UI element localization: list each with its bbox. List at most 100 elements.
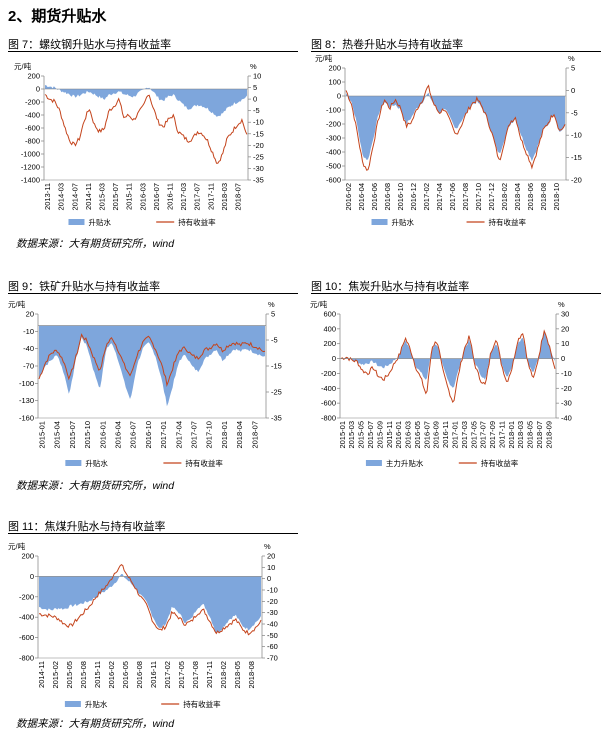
chart8-left-tick-label: -600 bbox=[326, 176, 341, 185]
chart8-x-tick-label: 2017-02 bbox=[422, 183, 431, 211]
chart8-x-tick-label: 2018-06 bbox=[526, 183, 535, 211]
chart10-yield-line bbox=[340, 329, 556, 403]
chart11-right-tick-label: -20 bbox=[267, 597, 278, 606]
chart11-x-tick-label: 2017-02 bbox=[163, 661, 172, 689]
chart8-right-tick-label: -5 bbox=[571, 108, 578, 117]
chart10-title-rule bbox=[311, 293, 601, 294]
chart10-x-tick-label: 2015-01 bbox=[338, 421, 347, 449]
chart10-x-tick-label: 2016-03 bbox=[404, 421, 413, 449]
chart9-source: 数据来源：大有期货研究所，wind bbox=[16, 480, 175, 492]
chart11-source: 数据来源：大有期货研究所，wind bbox=[16, 718, 175, 730]
chart7-left-unit: 元/吨 bbox=[14, 61, 32, 71]
section-title: 2、期货升贴水 bbox=[8, 8, 107, 25]
chart7-right-tick-label: -15 bbox=[253, 129, 264, 138]
chart10-x-tick-label: 2017-03 bbox=[460, 421, 469, 449]
chart7-x-tick-label: 2013-11 bbox=[43, 183, 52, 210]
chart10-x-tick-label: 2018-01 bbox=[507, 421, 516, 449]
chart11-left-tick-label: 0 bbox=[30, 572, 34, 581]
chart7-left-tick-label: -200 bbox=[25, 98, 40, 107]
chart8-x-tick-label: 2017-12 bbox=[487, 183, 496, 211]
chart8-x-tick-label: 2016-06 bbox=[370, 183, 379, 211]
chart8-x-tick-label: 2018-04 bbox=[513, 183, 522, 211]
chart8-x-tick-label: 2017-08 bbox=[461, 183, 470, 211]
chart9-yield-line bbox=[38, 333, 266, 387]
chart10-x-tick-label: 2017-01 bbox=[450, 421, 459, 449]
chart10-basis-area bbox=[341, 330, 555, 388]
chart11-legend-basis-label: 升贴水 bbox=[85, 699, 108, 709]
chart10-x-tick-label: 2017-09 bbox=[488, 421, 497, 449]
chart7-left-tick-label: -600 bbox=[25, 124, 40, 133]
chart10-legend-basis-swatch bbox=[365, 460, 382, 466]
chart7-left-tick-label: -800 bbox=[25, 137, 40, 146]
chart8-x-tick-label: 2016-08 bbox=[383, 183, 392, 211]
chart7-right-tick-label: -10 bbox=[253, 118, 264, 127]
chart10-legend-yield-label: 持有收益率 bbox=[481, 458, 519, 468]
chart7-x-tick-label: 2016-11 bbox=[165, 183, 174, 210]
chart10-left-tick-label: 600 bbox=[323, 310, 336, 319]
chart9-x-tick-label: 2017-10 bbox=[205, 421, 214, 449]
chart11-x-tick-label: 2017-05 bbox=[177, 661, 186, 689]
chart11-right-tick-label: 20 bbox=[267, 552, 275, 561]
chart7-left-tick-label: -400 bbox=[25, 111, 40, 120]
chart7-legend-basis-label: 升贴水 bbox=[88, 217, 111, 227]
chart7-basis-area bbox=[45, 85, 247, 117]
chart8-title-rule bbox=[311, 51, 601, 52]
chart7-right-tick-label: -35 bbox=[253, 176, 264, 185]
chart8-left-tick-label: -100 bbox=[326, 106, 341, 115]
chart7-x-tick-label: 2014-11 bbox=[84, 183, 93, 210]
chart9-left-tick-label: -70 bbox=[23, 362, 34, 371]
chart9-title: 图 9：铁矿升贴水与持有收益率 bbox=[8, 281, 161, 293]
chart11-x-tick-label: 2015-02 bbox=[51, 661, 60, 689]
chart9-left-tick-label: 20 bbox=[26, 310, 34, 319]
chart7-right-tick-label: -30 bbox=[253, 164, 264, 173]
chart11-left-unit: 元/吨 bbox=[8, 541, 26, 551]
chart8-x-tick-label: 2016-10 bbox=[396, 183, 405, 211]
chart7-right-unit: % bbox=[250, 62, 257, 71]
chart10-x-tick-label: 2015-07 bbox=[366, 421, 375, 449]
chart8-x-tick-label: 2016-12 bbox=[409, 183, 418, 211]
chart9-left-tick-label: -10 bbox=[23, 327, 34, 336]
chart10-left-unit: 元/吨 bbox=[310, 299, 328, 309]
chart7-x-tick-label: 2015-11 bbox=[125, 183, 134, 210]
chart9-left-tick-label: -40 bbox=[23, 344, 34, 353]
chart11-title: 图 11：焦煤升贴水与持有收益率 bbox=[8, 521, 166, 533]
chart7-x-tick-label: 2017-03 bbox=[179, 183, 188, 211]
chart11-left-tick-label: -200 bbox=[19, 592, 34, 601]
chart11-left-tick-label: -400 bbox=[19, 613, 34, 622]
chart9-right-tick-label: -35 bbox=[271, 414, 282, 423]
chart9-left-tick-label: -160 bbox=[19, 414, 34, 423]
chart9-x-tick-label: 2015-10 bbox=[83, 421, 92, 449]
chart7-x-tick-label: 2016-03 bbox=[138, 183, 147, 211]
chart8-title: 图 8：热卷升贴水与持有收益率 bbox=[311, 39, 464, 51]
chart8-right-tick-label: 0 bbox=[571, 86, 575, 95]
chart11-right-tick-label: 10 bbox=[267, 563, 275, 572]
chart9-x-tick-label: 2017-07 bbox=[190, 421, 199, 449]
chart8-left-tick-label: -400 bbox=[326, 148, 341, 157]
chart11-x-tick-label: 2018-08 bbox=[247, 661, 256, 689]
chart10-x-tick-label: 2016-01 bbox=[394, 421, 403, 449]
chart11-right-unit: % bbox=[264, 542, 271, 551]
chart10-right-tick-label: -10 bbox=[561, 369, 572, 378]
chart10-right-tick-label: -40 bbox=[561, 414, 572, 423]
chart10-right-unit: % bbox=[558, 300, 565, 309]
chart9-x-tick-label: 2015-04 bbox=[53, 421, 62, 449]
chart11-yield-line bbox=[39, 563, 262, 636]
chart11-left-tick-label: -600 bbox=[19, 633, 34, 642]
chart10-left-tick-label: -800 bbox=[321, 414, 336, 423]
chart11-right-tick-label: -50 bbox=[267, 631, 278, 640]
chart10-x-tick-label: 2015-09 bbox=[375, 421, 384, 449]
chart11-legend-basis-swatch bbox=[64, 701, 81, 707]
chart8-left-tick-label: -200 bbox=[326, 120, 341, 129]
chart8-x-tick-label: 2016-04 bbox=[357, 183, 366, 211]
chart10-right-tick-label: 20 bbox=[561, 324, 569, 333]
chart8-right-tick-label: 5 bbox=[571, 64, 575, 73]
chart11-right-tick-label: -40 bbox=[267, 620, 278, 629]
chart11-x-tick-label: 2018-02 bbox=[219, 661, 228, 689]
chart9-x-tick-label: 2018-01 bbox=[220, 421, 229, 449]
chart11-x-tick-label: 2016-08 bbox=[135, 661, 144, 689]
chart8-left-tick-label: 0 bbox=[337, 92, 341, 101]
chart10-left-tick-label: -200 bbox=[321, 369, 336, 378]
chart8-left-tick-label: 100 bbox=[328, 78, 341, 87]
